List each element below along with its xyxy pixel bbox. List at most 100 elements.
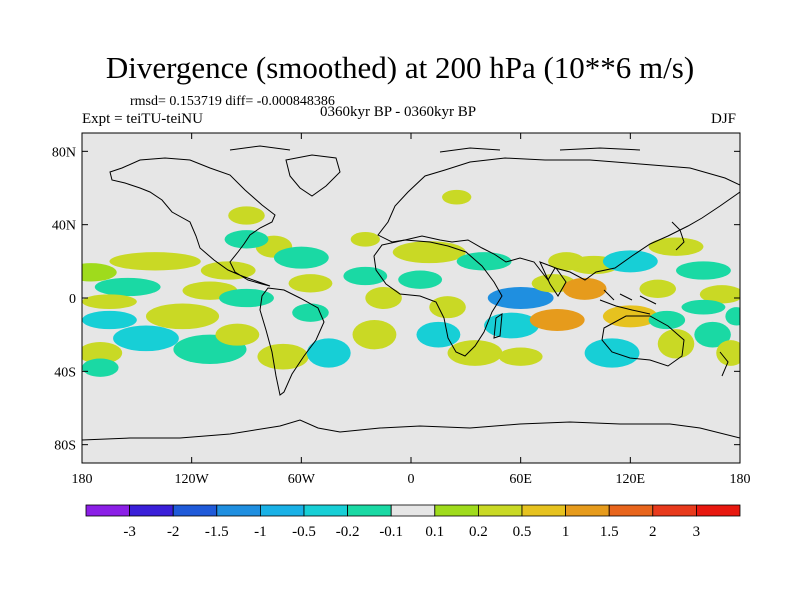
- anomaly-cell-15: [273, 246, 329, 269]
- colorbar-swatch-11: [565, 504, 610, 517]
- anomaly-cell-50: [681, 299, 726, 315]
- coastline-eurasia: [377, 157, 740, 281]
- coastline-india: [539, 261, 567, 297]
- colorbar-swatch-9: [477, 504, 523, 517]
- anomaly-cell-25: [398, 270, 443, 289]
- anomaly-cell-49: [699, 285, 740, 304]
- colorbar-swatch-7: [390, 504, 436, 517]
- colorbar-label-1: -2: [167, 524, 180, 540]
- anomaly-cell-16: [288, 274, 333, 293]
- anomaly-cell-52: [725, 307, 740, 326]
- anomaly-cell-48: [648, 237, 704, 256]
- coastline-indonesia: [599, 289, 657, 315]
- colorbar-swatch-12: [608, 504, 654, 517]
- anomaly-cell-45: [694, 321, 731, 348]
- colorbar-swatch-2: [172, 504, 218, 517]
- coastline-japan: [671, 221, 685, 251]
- coastlines: [82, 145, 740, 441]
- anomaly-cell-42: [584, 338, 640, 368]
- x-tick-label-2: 60W: [288, 472, 316, 487]
- anomaly-cell-1: [109, 252, 201, 271]
- anomaly-cell-29: [442, 189, 472, 205]
- anomaly-cell-40: [529, 309, 585, 331]
- coastline-arctic-islands: [229, 145, 641, 153]
- coastline-madagascar: [493, 313, 503, 339]
- colorbar-label-4: -0.5: [292, 524, 316, 540]
- coastline-north-america: [109, 157, 276, 287]
- y-tick-label-2: 0: [69, 292, 76, 307]
- anomaly-cell-30: [228, 206, 265, 225]
- anomaly-cell-28: [447, 340, 503, 366]
- axes: 180 120W 60W 0 60E 120E 180 80N 40N 0 40S 80S: [52, 133, 751, 487]
- experiment-label: Expt = teiTU-teiNU: [82, 111, 203, 127]
- coastline-south-america: [259, 287, 325, 396]
- anomaly-cell-22: [365, 287, 402, 309]
- anomaly-cell-23: [350, 232, 380, 247]
- anomaly-cell-6: [219, 288, 274, 308]
- anomaly-cell-11: [215, 323, 260, 346]
- y-tick-label-1: 40N: [52, 219, 76, 234]
- anomaly-cell-46: [716, 340, 740, 366]
- anomaly-cell-35: [562, 277, 607, 300]
- colorbar-swatch-1: [129, 504, 174, 517]
- colorbar-swatch-5: [303, 504, 348, 517]
- coastline-africa: [373, 239, 503, 357]
- anomaly-cell-0: [82, 263, 117, 282]
- x-tick-label-6: 180: [730, 472, 751, 487]
- anomaly-cell-5: [82, 294, 137, 309]
- anomaly-cell-7: [82, 310, 137, 330]
- colorbar-swatch-0: [85, 504, 130, 517]
- y-tick-label-3: 40S: [54, 365, 76, 380]
- colorbar-label-3: -1: [254, 524, 267, 540]
- anomaly-field: [82, 189, 740, 377]
- colorbar-label-9: 0.5: [513, 524, 532, 540]
- colorbar-swatch-14: [696, 504, 741, 517]
- x-tick-label-3: 0: [408, 472, 415, 487]
- anomaly-cell-3: [94, 277, 161, 297]
- anomaly-cell-19: [306, 338, 351, 368]
- colorbar-label-0: -3: [123, 524, 136, 540]
- x-tick-label-4: 60E: [509, 472, 532, 487]
- anomaly-cell-18: [257, 343, 309, 370]
- anomaly-cell-12: [82, 342, 123, 364]
- map-background: [82, 133, 740, 463]
- anomaly-cell-31: [224, 230, 269, 249]
- coastline-antarctica: [82, 419, 740, 441]
- anomaly-cell-26: [429, 296, 466, 319]
- chart-title: Divergence (smoothed) at 200 hPa (10**6 …: [105, 50, 695, 85]
- anomaly-cell-38: [548, 252, 585, 271]
- x-tick-label-0: 180: [72, 472, 93, 487]
- colorbar-label-11: 1.5: [600, 524, 619, 540]
- colorbar-label-10: 1: [562, 524, 570, 540]
- x-tick-label-1: 120W: [175, 472, 210, 487]
- anomaly-cell-17: [292, 303, 329, 322]
- anomaly-cell-33: [487, 287, 554, 309]
- colorbar: -3 -2 -1.5 -1 -0.5 -0.2 -0.1 0.1 0.2 0.5 1 1.5 2 3: [85, 504, 741, 540]
- colorbar-label-8: 0.2: [469, 524, 488, 540]
- anomaly-cell-43: [648, 310, 686, 330]
- colorbar-label-2: -1.5: [205, 524, 229, 540]
- y-tick-label-0: 80N: [52, 145, 76, 160]
- anomaly-cell-13: [82, 358, 119, 377]
- colorbar-label-6: -0.1: [379, 524, 403, 540]
- anomaly-cell-24: [392, 241, 466, 264]
- coastline-greenland: [285, 154, 341, 197]
- season-label: DJF: [711, 111, 737, 127]
- colorbar-swatch-4: [259, 504, 305, 517]
- coastline-new-zealand: [719, 351, 729, 377]
- colorbar-label-12: 2: [649, 524, 657, 540]
- coastline-australia: [601, 315, 685, 367]
- anomaly-cell-21: [343, 266, 388, 286]
- colorbar-label-13: 3: [693, 524, 701, 540]
- y-tick-label-4: 80S: [54, 439, 76, 454]
- colorbar-swatch-10: [521, 504, 566, 517]
- x-tick-label-5: 120E: [616, 472, 646, 487]
- anomaly-cell-8: [145, 303, 220, 330]
- colorbar-swatch-6: [347, 504, 392, 517]
- anomaly-cell-27: [416, 321, 461, 348]
- anomaly-cell-53: [498, 347, 543, 366]
- anomaly-cell-39: [484, 312, 539, 339]
- colorbar-label-5: -0.2: [336, 524, 360, 540]
- anomaly-cell-51: [639, 279, 677, 299]
